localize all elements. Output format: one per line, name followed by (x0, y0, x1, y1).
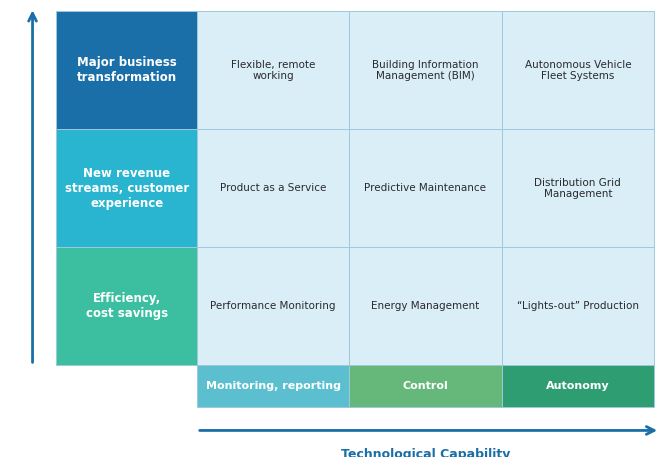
Text: Autonomy: Autonomy (546, 381, 610, 391)
Bar (56, 11, 197, 129)
Bar (502, 11, 654, 129)
Bar (349, 11, 502, 129)
Text: New revenue
streams, customer
experience: New revenue streams, customer experience (64, 167, 189, 210)
Text: Technological Capability: Technological Capability (341, 448, 510, 457)
Text: Building Information
Management (BIM): Building Information Management (BIM) (373, 59, 479, 81)
Bar (502, 247, 654, 365)
Text: Efficiency,
cost savings: Efficiency, cost savings (86, 292, 168, 320)
Bar (502, 129, 654, 247)
Bar (349, 247, 502, 365)
Text: Monitoring, reporting: Monitoring, reporting (206, 381, 341, 391)
Text: Performance Monitoring: Performance Monitoring (210, 301, 336, 311)
Bar (197, 247, 349, 365)
Bar (349, 129, 502, 247)
Bar (197, 129, 349, 247)
Bar (349, 365, 502, 407)
Bar (56, 129, 197, 247)
Text: Predictive Maintenance: Predictive Maintenance (365, 183, 487, 193)
Text: Product as a Service: Product as a Service (220, 183, 326, 193)
Text: Major business
transformation: Major business transformation (76, 56, 177, 85)
Text: Flexible, remote
working: Flexible, remote working (231, 59, 315, 81)
Bar (197, 11, 349, 129)
Bar (502, 365, 654, 407)
Text: “Lights-out” Production: “Lights-out” Production (517, 301, 639, 311)
Text: Autonomous Vehicle
Fleet Systems: Autonomous Vehicle Fleet Systems (525, 59, 631, 81)
Text: Control: Control (402, 381, 448, 391)
Text: Distribution Grid
Management: Distribution Grid Management (535, 177, 622, 199)
Bar (197, 365, 349, 407)
Text: Energy Management: Energy Management (371, 301, 479, 311)
Bar (56, 247, 197, 365)
